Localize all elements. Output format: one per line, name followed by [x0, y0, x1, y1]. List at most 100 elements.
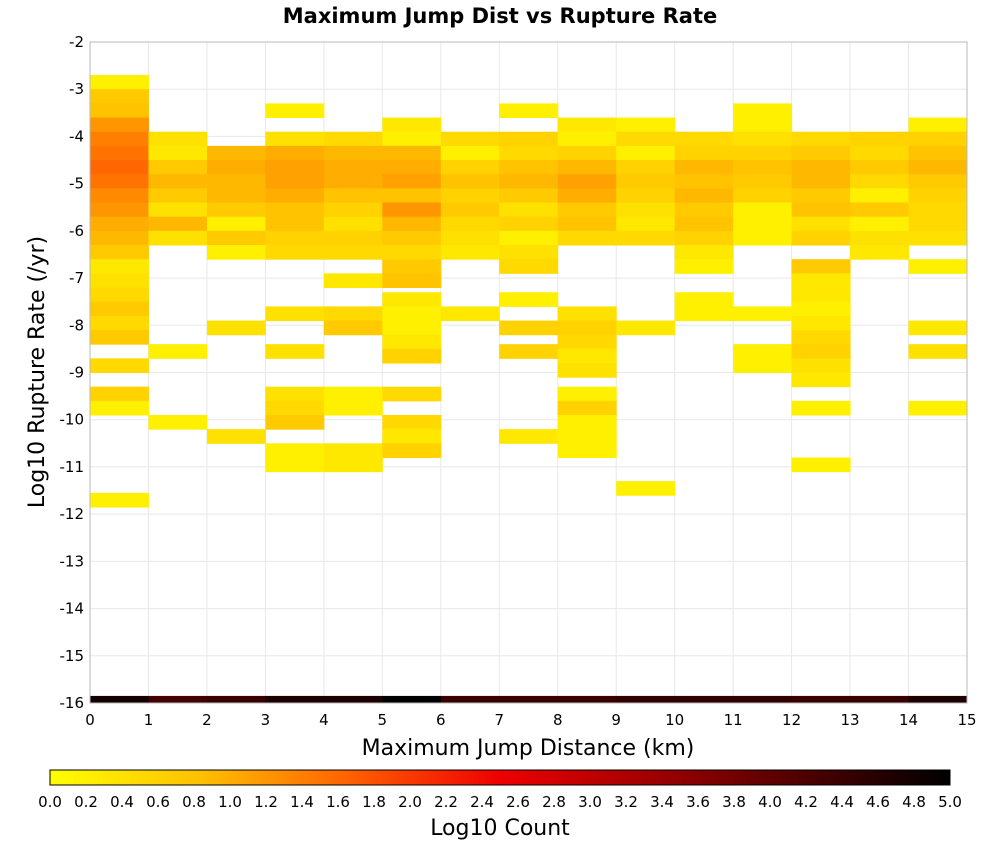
heatmap-cell — [90, 89, 149, 104]
heatmap-cell — [382, 259, 442, 274]
x-tick-label: 9 — [611, 711, 621, 729]
heatmap-cell — [733, 358, 793, 373]
x-tick-label: 6 — [436, 711, 446, 729]
heatmap-cell — [499, 259, 559, 274]
colorbar-tick-label: 3.6 — [686, 793, 710, 811]
heatmap-cell — [733, 145, 793, 161]
heatmap-cell — [908, 202, 968, 218]
colorbar-tick-label: 0.2 — [74, 793, 98, 811]
heatmap-cell — [265, 131, 325, 147]
heatmap-cell — [382, 188, 442, 204]
heatmap-cell — [616, 202, 676, 218]
y-axis-ticks: -2 -3 -4 -5 -6 -7 -8 -9 -10 -11 -12 -13 -14 -15 -16 — [60, 33, 85, 712]
heatmap-cell — [265, 160, 325, 175]
heatmap-cell — [557, 174, 617, 189]
colorbar-tick-label: 1.8 — [362, 793, 386, 811]
heatmap-cell — [733, 230, 793, 246]
heatmap-cell — [265, 695, 325, 704]
heatmap-cell — [499, 230, 559, 246]
heatmap-cell — [791, 315, 851, 331]
heatmap-cell — [908, 131, 968, 147]
colorbar-tick-label: 2.0 — [398, 793, 422, 811]
heatmap-cell — [908, 145, 968, 161]
heatmap-cell — [616, 320, 676, 336]
heatmap-cell — [499, 202, 559, 218]
heatmap-cell — [148, 188, 208, 204]
heatmap-cell — [90, 245, 149, 260]
heatmap-cell — [499, 131, 559, 147]
heatmap-cell — [791, 188, 851, 204]
heatmap-cell — [90, 330, 149, 345]
heatmap-cell — [90, 230, 149, 246]
heatmap-cell — [499, 429, 559, 444]
heatmap-cell — [323, 160, 383, 175]
heatmap-cell — [440, 174, 500, 189]
heatmap-cell — [791, 160, 851, 175]
heatmap-cell — [265, 306, 325, 322]
heatmap-cell — [265, 145, 325, 161]
heatmap-cell — [733, 202, 793, 218]
heatmap-cell — [206, 429, 266, 444]
colorbar-tick-label: 2.2 — [434, 793, 458, 811]
heatmap-cell — [557, 160, 617, 175]
heatmap-cell — [148, 695, 208, 704]
heatmap-cell — [557, 188, 617, 204]
heatmap-cell — [323, 443, 383, 458]
heatmap-cell — [733, 131, 793, 147]
x-tick-label: 13 — [841, 711, 860, 729]
colorbar-tick-label: 4.8 — [902, 793, 926, 811]
heatmap-cell — [499, 292, 559, 307]
heatmap-cell — [499, 245, 559, 260]
heatmap-cell — [791, 259, 851, 274]
x-tick-label: 8 — [553, 711, 563, 729]
heatmap-cell — [323, 400, 383, 416]
y-tick-label: -15 — [60, 647, 85, 665]
heatmap-cell — [616, 188, 676, 204]
heatmap-cells — [90, 75, 968, 704]
heatmap-cell — [265, 414, 325, 430]
heatmap-cell — [616, 160, 676, 175]
heatmap-cell — [90, 174, 149, 189]
colorbar-tick-label: 4.4 — [830, 793, 854, 811]
heatmap-cell — [791, 287, 851, 303]
heatmap-cell — [382, 320, 442, 336]
y-tick-label: -3 — [69, 80, 84, 98]
heatmap-cell — [499, 160, 559, 175]
heatmap-cell — [323, 386, 383, 402]
x-tick-label: 11 — [724, 711, 743, 729]
heatmap-cell — [616, 131, 676, 147]
heatmap-cell — [148, 202, 208, 218]
colorbar-tick-label: 3.2 — [614, 793, 638, 811]
y-tick-label: -9 — [69, 364, 84, 382]
heatmap-cell — [206, 230, 266, 246]
heatmap-cell — [382, 216, 442, 232]
x-tick-label: 14 — [899, 711, 918, 729]
heatmap-cell — [206, 245, 266, 260]
heatmap-cell — [440, 216, 500, 232]
heatmap-cell — [616, 117, 676, 133]
heatmap-cell — [90, 358, 149, 373]
heatmap-cell — [148, 160, 208, 175]
colorbar-tick-label: 2.8 — [542, 793, 566, 811]
heatmap-cell — [499, 695, 559, 704]
heatmap-cell — [733, 695, 793, 704]
heatmap-cell — [674, 695, 734, 704]
heatmap-cell — [440, 145, 500, 161]
colorbar-tick-label: 4.6 — [866, 793, 890, 811]
colorbar-tick-label: 4.2 — [794, 793, 818, 811]
y-tick-label: -13 — [60, 552, 85, 570]
heatmap-cell — [90, 75, 149, 90]
heatmap-cell — [90, 301, 149, 317]
heatmap-cell — [148, 344, 208, 359]
y-tick-label: -4 — [69, 127, 84, 145]
heatmap-cell — [323, 245, 383, 260]
heatmap-cell — [850, 160, 910, 175]
heatmap-cell — [791, 344, 851, 359]
heatmap-cell — [791, 358, 851, 373]
heatmap-cell — [440, 695, 500, 704]
x-tick-label: 2 — [202, 711, 212, 729]
heatmap-cell — [908, 320, 968, 336]
colorbar-tick-label: 3.0 — [578, 793, 602, 811]
heatmap-cell — [90, 117, 149, 133]
